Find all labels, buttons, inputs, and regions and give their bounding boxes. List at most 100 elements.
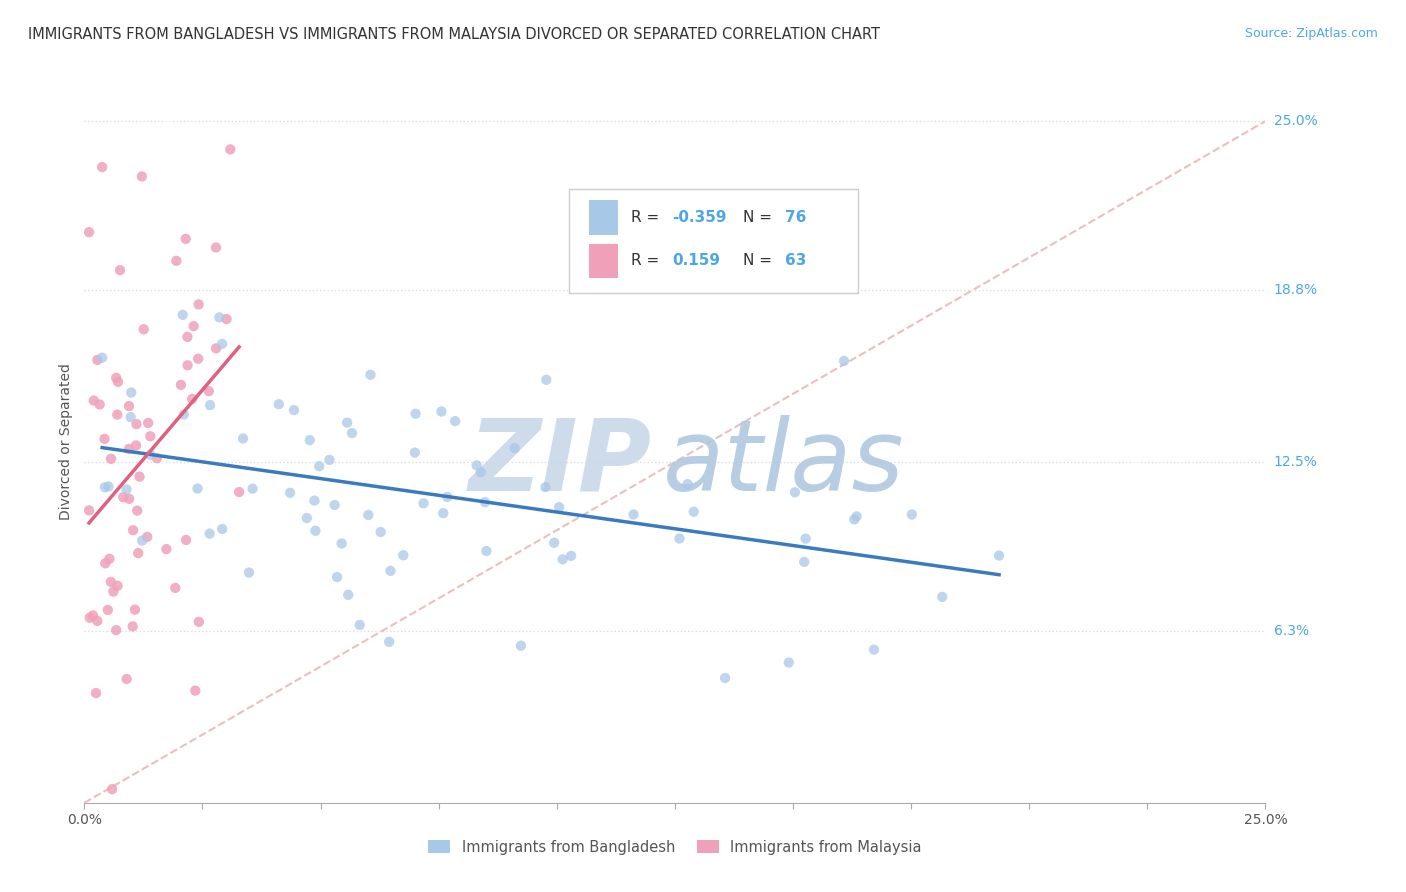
- Point: [136, 416, 159, 430]
- Point: [298, 433, 321, 447]
- Point: [197, 384, 219, 399]
- Point: [330, 536, 353, 550]
- Point: [988, 549, 1011, 563]
- Text: 12.5%: 12.5%: [1274, 455, 1317, 469]
- Point: [326, 570, 349, 584]
- Text: -0.359: -0.359: [672, 210, 727, 225]
- Point: [187, 351, 209, 366]
- Text: N =: N =: [744, 210, 778, 225]
- Text: Source: ZipAtlas.com: Source: ZipAtlas.com: [1244, 27, 1378, 40]
- Point: [174, 232, 197, 246]
- Point: [357, 508, 380, 522]
- Point: [91, 160, 114, 174]
- Point: [187, 615, 209, 629]
- Y-axis label: Divorced or Separated: Divorced or Separated: [59, 363, 73, 520]
- Point: [124, 602, 146, 616]
- Point: [444, 414, 467, 428]
- Point: [304, 524, 326, 538]
- Point: [115, 483, 138, 497]
- Point: [170, 377, 193, 392]
- Point: [211, 337, 233, 351]
- Point: [198, 398, 221, 412]
- Point: [125, 417, 148, 431]
- Point: [139, 429, 162, 443]
- Point: [89, 397, 111, 411]
- Point: [349, 618, 371, 632]
- Text: 18.8%: 18.8%: [1274, 284, 1317, 297]
- Point: [86, 614, 108, 628]
- Point: [714, 671, 737, 685]
- Point: [173, 408, 195, 422]
- Point: [93, 432, 115, 446]
- Point: [283, 403, 305, 417]
- FancyBboxPatch shape: [568, 189, 858, 293]
- Point: [127, 503, 149, 517]
- Point: [105, 408, 128, 422]
- Point: [295, 511, 318, 525]
- Point: [128, 469, 150, 483]
- Point: [131, 533, 153, 548]
- Point: [187, 482, 209, 496]
- Point: [121, 619, 143, 633]
- Point: [215, 312, 238, 326]
- Point: [863, 642, 886, 657]
- Point: [97, 479, 120, 493]
- Point: [308, 459, 330, 474]
- Text: 25.0%: 25.0%: [1274, 114, 1317, 128]
- Point: [118, 491, 141, 506]
- Point: [165, 253, 187, 268]
- Point: [337, 588, 360, 602]
- Point: [267, 397, 290, 411]
- Point: [412, 496, 434, 510]
- Point: [551, 552, 574, 566]
- Text: N =: N =: [744, 253, 778, 268]
- Point: [318, 453, 340, 467]
- Point: [536, 373, 558, 387]
- Point: [359, 368, 381, 382]
- Point: [430, 404, 453, 418]
- Point: [108, 263, 131, 277]
- Point: [623, 508, 645, 522]
- Point: [105, 623, 128, 637]
- Point: [139, 448, 162, 462]
- Point: [181, 392, 204, 406]
- Point: [94, 480, 117, 494]
- Point: [793, 555, 815, 569]
- Point: [155, 542, 177, 557]
- Text: 76: 76: [785, 210, 806, 225]
- Point: [132, 322, 155, 336]
- Point: [84, 686, 107, 700]
- Point: [534, 480, 557, 494]
- Point: [127, 546, 149, 560]
- Point: [97, 603, 120, 617]
- Point: [470, 465, 492, 479]
- Point: [183, 319, 205, 334]
- Point: [432, 506, 454, 520]
- Point: [107, 579, 129, 593]
- Point: [783, 485, 806, 500]
- Point: [176, 330, 198, 344]
- Point: [228, 485, 250, 500]
- Point: [543, 535, 565, 549]
- Point: [79, 611, 101, 625]
- Point: [560, 549, 582, 563]
- Point: [901, 508, 924, 522]
- Text: R =: R =: [631, 253, 669, 268]
- Point: [474, 495, 496, 509]
- Point: [125, 438, 148, 452]
- Point: [120, 410, 142, 425]
- Point: [77, 225, 100, 239]
- Point: [845, 509, 868, 524]
- Text: atlas: atlas: [664, 415, 904, 512]
- Point: [172, 308, 194, 322]
- Point: [844, 512, 866, 526]
- Point: [436, 490, 458, 504]
- Point: [100, 574, 122, 589]
- Point: [118, 399, 141, 413]
- Point: [465, 458, 488, 473]
- Point: [82, 608, 104, 623]
- Bar: [589, 244, 619, 278]
- Point: [380, 564, 402, 578]
- Text: ZIP: ZIP: [468, 415, 651, 512]
- Point: [503, 441, 526, 455]
